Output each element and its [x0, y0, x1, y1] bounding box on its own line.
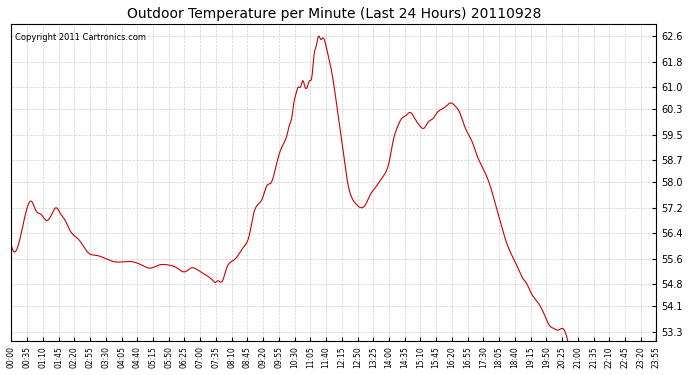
Text: Copyright 2011 Cartronics.com: Copyright 2011 Cartronics.com	[14, 33, 146, 42]
Title: Outdoor Temperature per Minute (Last 24 Hours) 20110928: Outdoor Temperature per Minute (Last 24 …	[127, 7, 541, 21]
